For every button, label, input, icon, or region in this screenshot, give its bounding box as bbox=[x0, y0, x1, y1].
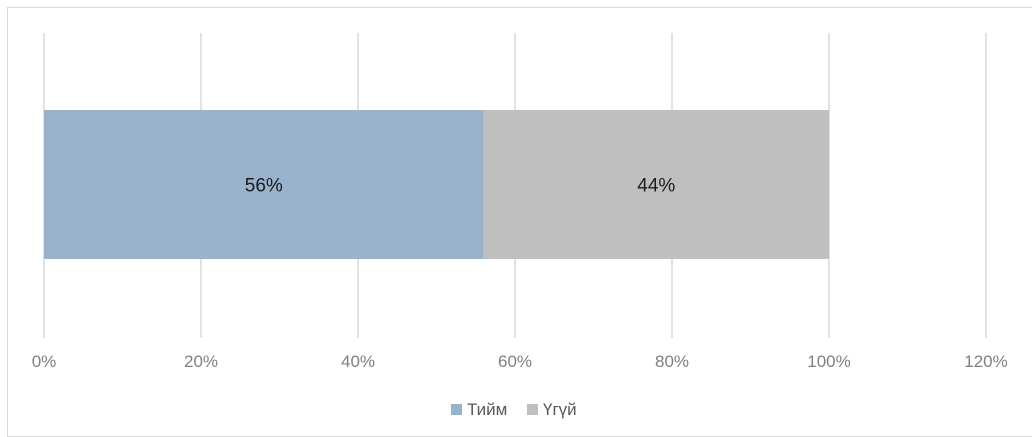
x-tick-label: 20% bbox=[184, 352, 218, 371]
x-tick-label: 120% bbox=[964, 352, 1007, 371]
x-tick-label: 100% bbox=[807, 352, 850, 371]
bar-segment bbox=[483, 110, 829, 259]
x-tick-label: 0% bbox=[32, 352, 57, 371]
bar-segment bbox=[44, 110, 484, 259]
legend: Тийм Үгүй bbox=[451, 400, 577, 419]
x-axis-ticks: 0% 20% 40% 60% 80% 100% 120% bbox=[32, 352, 1008, 371]
x-tick-label: 60% bbox=[498, 352, 532, 371]
x-tick-label: 80% bbox=[655, 352, 689, 371]
data-label: 44% bbox=[637, 176, 675, 197]
legend-swatch bbox=[527, 404, 538, 415]
legend-swatch bbox=[451, 404, 462, 415]
bars: 56% 44% bbox=[44, 110, 829, 259]
legend-label: Тийм bbox=[467, 400, 507, 419]
x-tick-label: 40% bbox=[341, 352, 375, 371]
legend-label: Үгүй bbox=[543, 400, 577, 419]
data-label: 56% bbox=[245, 176, 283, 197]
